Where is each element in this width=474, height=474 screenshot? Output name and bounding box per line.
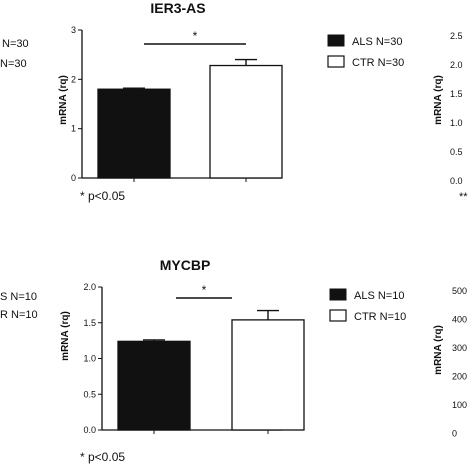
legend-swatch-als (329, 288, 347, 301)
chart-title: IER3-AS (150, 0, 205, 16)
bar-als (117, 340, 191, 431)
significance-star: * (193, 29, 198, 43)
right-top-tick-label: 1.5 (450, 89, 463, 99)
chart-title: MYCBP (160, 257, 211, 273)
right-bottom-tick-label: 500 (452, 286, 467, 296)
right-top-tick-label: 2.5 (450, 31, 463, 41)
legend-swatch-ctr (327, 55, 345, 68)
bar-ctr (209, 64, 283, 179)
right-top-tick-label: 0.5 (450, 147, 463, 157)
y-tick-label: 1 (71, 124, 76, 134)
y-tick-label: 2 (71, 74, 76, 84)
right-bottom-tick-label: 300 (452, 343, 467, 353)
right-top-tick-label: 0.0 (450, 176, 463, 186)
left-legend-fragment-2: N=30 (0, 58, 27, 70)
right-bottom-y-axis-label: mRNA (rq) (433, 325, 444, 375)
y-tick-label: 1.5 (83, 318, 96, 328)
chart-ier3-as: IER3-AS mRNA (rq) 0 1 2 3 * ALS N=30 CTR N=… (58, 0, 404, 203)
legend-label-als: ALS N=10 (354, 290, 404, 302)
right-top-y-axis-label: mRNA (rq) (433, 75, 444, 125)
left-legend-fragment-3: S N=10 (0, 291, 37, 303)
y-tick-label: 0.5 (83, 389, 96, 399)
y-tick-label: 0.0 (83, 425, 96, 435)
right-bottom-tick-label: 100 (452, 400, 467, 410)
legend-swatch-ctr (329, 309, 347, 322)
legend-swatch-als (327, 34, 345, 47)
y-axis-label: mRNA (rq) (60, 311, 71, 361)
right-bottom-tick-label: 0 (452, 429, 457, 439)
chart-mycbp: MYCBP mRNA (rq) 0.0 0.5 1.0 1.5 2.0 * ALS N=… (60, 257, 406, 464)
left-legend-fragment-1: N=30 (2, 38, 29, 50)
right-top-note-fragment: ** (459, 191, 468, 203)
bar-als (97, 88, 171, 179)
legend-label-als: ALS N=30 (352, 36, 402, 48)
left-fragments: N=30 N=30 S N=10 R N=10 (0, 38, 38, 321)
y-axis-label: mRNA (rq) (58, 75, 69, 125)
y-tick-label: 1.0 (83, 354, 96, 364)
bar-ctr (231, 319, 305, 431)
significance-note: * p<0.05 (80, 450, 125, 464)
y-tick-label: 2.0 (83, 282, 96, 292)
right-fragments: mRNA (rq) 2.5 2.0 1.5 1.0 0.5 0.0 ** mRNA (rq… (433, 31, 468, 439)
right-bottom-tick-label: 200 (452, 372, 467, 382)
legend-label-ctr: CTR N=30 (352, 57, 404, 69)
left-legend-fragment-4: R N=10 (0, 309, 38, 321)
right-bottom-tick-label: 400 (452, 315, 467, 325)
right-top-tick-label: 2.0 (450, 60, 463, 70)
significance-star: * (202, 283, 207, 297)
y-tick-label: 0 (71, 173, 76, 183)
right-top-tick-label: 1.0 (450, 118, 463, 128)
y-tick-label: 3 (71, 25, 76, 35)
significance-note: * p<0.05 (80, 189, 125, 203)
legend-label-ctr: CTR N=10 (354, 311, 406, 323)
